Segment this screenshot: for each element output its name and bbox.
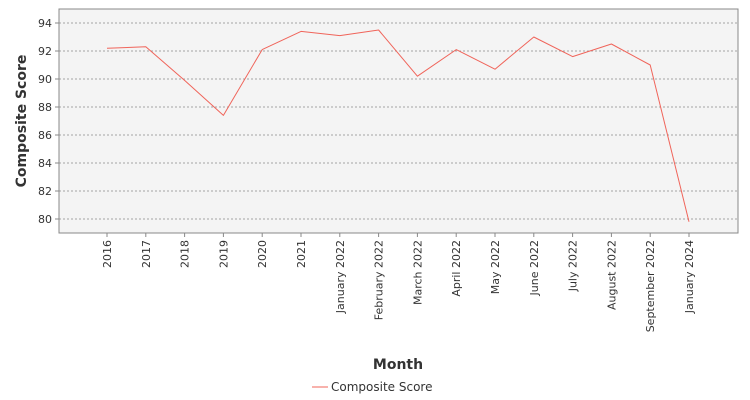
y-tick-label: 88	[38, 101, 52, 114]
x-tick-label: 2016	[101, 240, 114, 268]
y-axis-ticks: 80 82 84 86 88 90 92 94	[38, 17, 59, 226]
series-line-composite-score	[106, 29, 690, 222]
y-tick-label: 94	[38, 17, 52, 30]
x-tick-label: July 2022	[567, 240, 580, 292]
x-tick-label: February 2022	[373, 240, 386, 320]
y-tick-label: 92	[38, 45, 52, 58]
x-tick-label: 2019	[217, 240, 230, 268]
x-tick-label: June 2022	[528, 240, 541, 296]
legend-label: Composite Score	[331, 380, 432, 394]
y-tick-label: 82	[38, 185, 52, 198]
y-tick-label: 80	[38, 213, 52, 226]
legend: Composite Score	[312, 380, 432, 394]
x-tick-label: April 2022	[450, 240, 463, 297]
series-layer	[106, 29, 690, 222]
x-tick-label: March 2022	[411, 240, 424, 305]
y-tick-label: 86	[38, 129, 52, 142]
x-tick-label: May 2022	[489, 240, 502, 294]
x-tick-label: 2020	[256, 240, 269, 268]
x-tick-label: August 2022	[605, 240, 618, 310]
x-tick-label: 2018	[179, 240, 192, 268]
x-tick-label: January 2022	[334, 240, 347, 314]
x-tick-label: 2017	[140, 240, 153, 268]
x-tick-label: January 2024	[683, 240, 696, 314]
plot-area	[58, 8, 739, 234]
x-axis-title: Month	[373, 357, 423, 373]
x-tick-label: 2021	[295, 240, 308, 268]
y-tick-label: 90	[38, 73, 52, 86]
y-tick-label: 84	[38, 157, 52, 170]
x-tick-label: September 2022	[644, 240, 657, 332]
x-axis-ticks: 2016 2017 2018 2019 2020 2021 January 2022 Febr…	[101, 233, 696, 332]
y-axis-title: Composite Score	[14, 55, 30, 188]
